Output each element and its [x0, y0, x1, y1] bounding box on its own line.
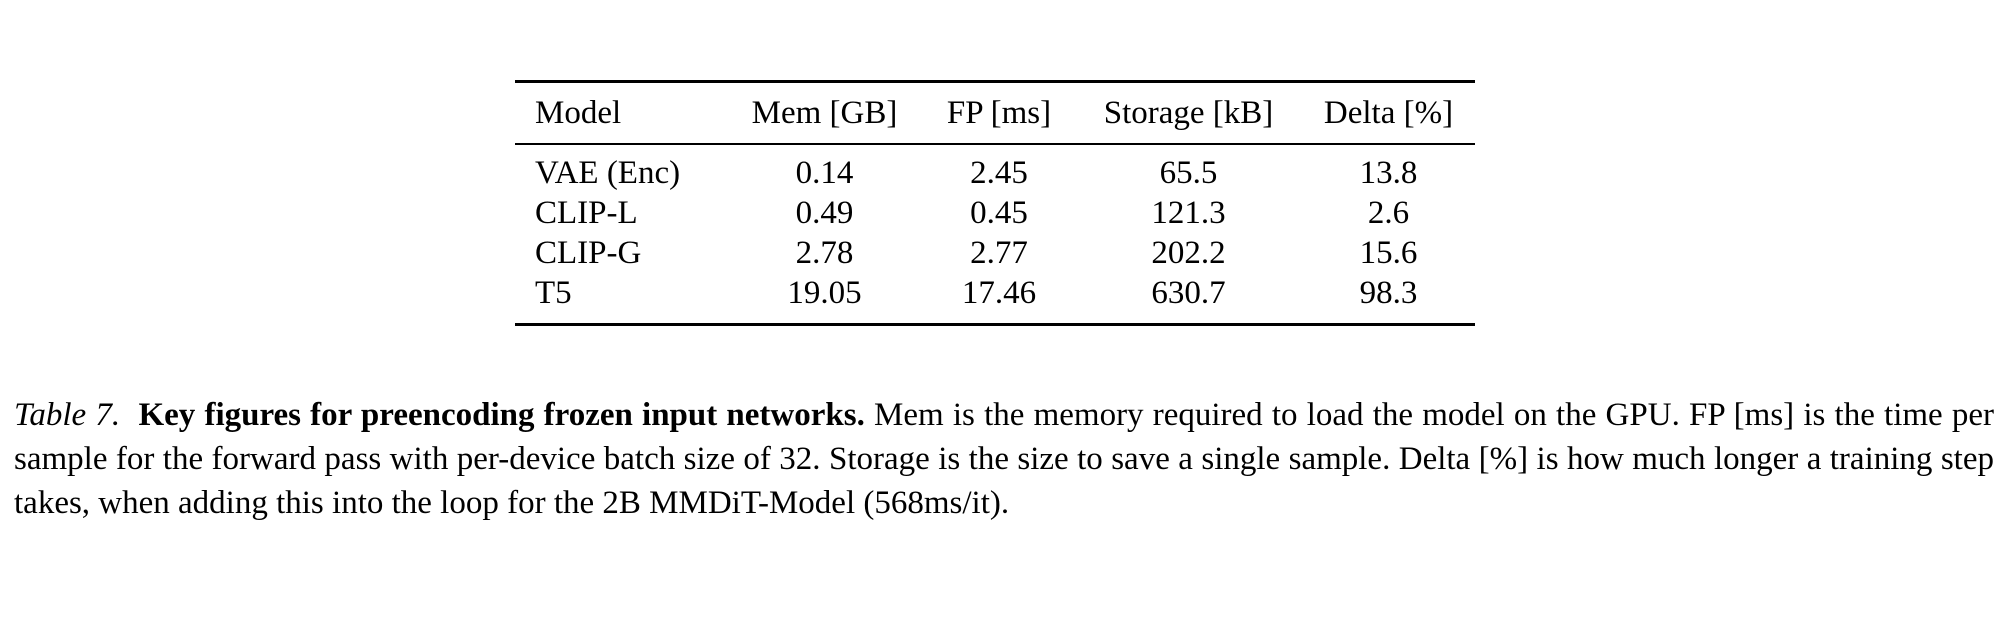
table-container: Model Mem [GB] FP [ms] Storage [kB] Delt… [515, 80, 1475, 326]
key-figures-table: Model Mem [GB] FP [ms] Storage [kB] Delt… [515, 80, 1475, 326]
header-delta: Delta [%] [1302, 81, 1475, 145]
table-caption: Table 7. Key figures for preencoding fro… [14, 393, 1994, 525]
header-fp: FP [ms] [923, 81, 1075, 145]
cell-model: CLIP-G [535, 235, 642, 271]
cell-delta: 98.3 [1359, 275, 1418, 311]
header-mem: Mem [GB] [726, 81, 923, 145]
cell-storage: 202.2 [1151, 235, 1226, 271]
cell-fp: 17.46 [961, 275, 1037, 311]
cell-model: VAE (Enc) [535, 155, 681, 191]
table-row: T5 19.05 17.46 630.7 98.3 [515, 273, 1475, 325]
cell-model: T5 [535, 275, 572, 311]
caption-title: Key figures for preencoding frozen input… [138, 397, 865, 433]
cell-delta: 15.6 [1359, 235, 1418, 271]
cell-storage: 630.7 [1151, 275, 1226, 311]
cell-storage: 65.5 [1159, 155, 1218, 191]
cell-model: CLIP-L [535, 195, 638, 231]
table-row: CLIP-L 0.49 0.45 121.3 2.6 [515, 193, 1475, 233]
cell-fp: 0.45 [970, 195, 1028, 231]
cell-fp: 2.77 [970, 235, 1028, 271]
header-model: Model [515, 81, 726, 145]
cell-delta: 2.6 [1367, 195, 1410, 231]
table-row: CLIP-G 2.78 2.77 202.2 15.6 [515, 233, 1475, 273]
caption-body: Mem is the memory required to load the m… [14, 397, 1995, 521]
table-header-row: Model Mem [GB] FP [ms] Storage [kB] Delt… [515, 81, 1475, 145]
header-storage: Storage [kB] [1075, 81, 1302, 145]
cell-delta: 13.8 [1359, 155, 1418, 191]
cell-fp: 2.45 [970, 155, 1028, 191]
cell-mem: 0.49 [795, 195, 854, 231]
cell-storage: 121.3 [1151, 195, 1226, 231]
cell-mem: 0.14 [795, 155, 854, 191]
cell-mem: 19.05 [787, 275, 862, 311]
caption-label: Table 7. [14, 397, 121, 433]
cell-mem: 2.78 [795, 235, 854, 271]
table-row: VAE (Enc) 0.14 2.45 65.5 13.8 [515, 144, 1475, 193]
